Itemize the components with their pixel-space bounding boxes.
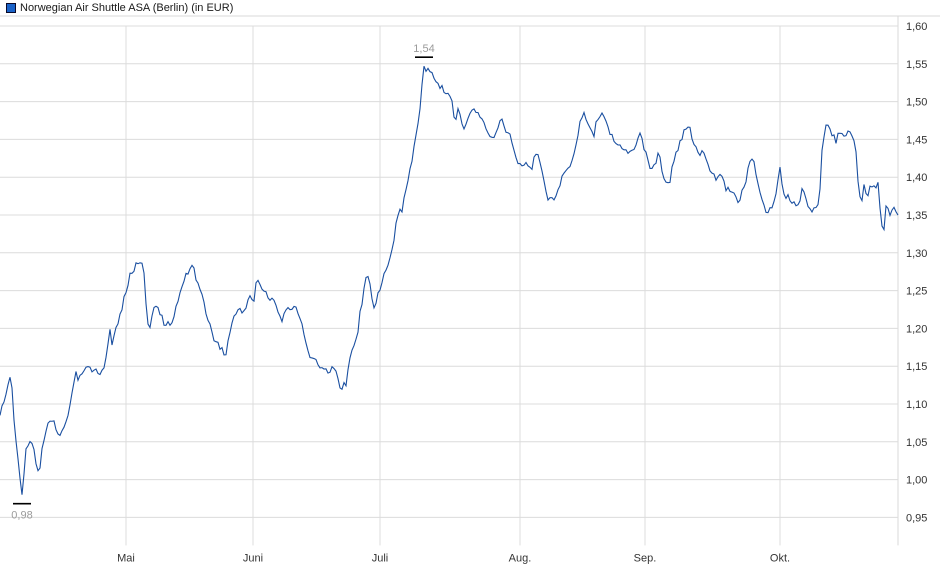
svg-text:1,60: 1,60 <box>906 21 927 33</box>
svg-text:Juli: Juli <box>372 552 389 564</box>
svg-text:1,20: 1,20 <box>906 323 927 335</box>
svg-text:0,95: 0,95 <box>906 512 927 524</box>
svg-text:1,54: 1,54 <box>413 43 434 55</box>
svg-text:1,35: 1,35 <box>906 210 927 222</box>
svg-text:1,45: 1,45 <box>906 134 927 146</box>
svg-text:Okt.: Okt. <box>770 552 790 564</box>
svg-text:Sep.: Sep. <box>634 552 657 564</box>
svg-text:0,98: 0,98 <box>11 510 32 522</box>
svg-text:1,05: 1,05 <box>906 437 927 449</box>
svg-text:Juni: Juni <box>243 552 263 564</box>
svg-text:1,25: 1,25 <box>906 286 927 298</box>
svg-text:1,15: 1,15 <box>906 361 927 373</box>
svg-text:1,30: 1,30 <box>906 248 927 260</box>
svg-text:1,00: 1,00 <box>906 475 927 487</box>
svg-text:1,40: 1,40 <box>906 172 927 184</box>
svg-text:1,50: 1,50 <box>906 97 927 109</box>
svg-text:Mai: Mai <box>117 552 135 564</box>
svg-text:Aug.: Aug. <box>509 552 532 564</box>
svg-text:1,10: 1,10 <box>906 399 927 411</box>
svg-text:1,55: 1,55 <box>906 59 927 71</box>
